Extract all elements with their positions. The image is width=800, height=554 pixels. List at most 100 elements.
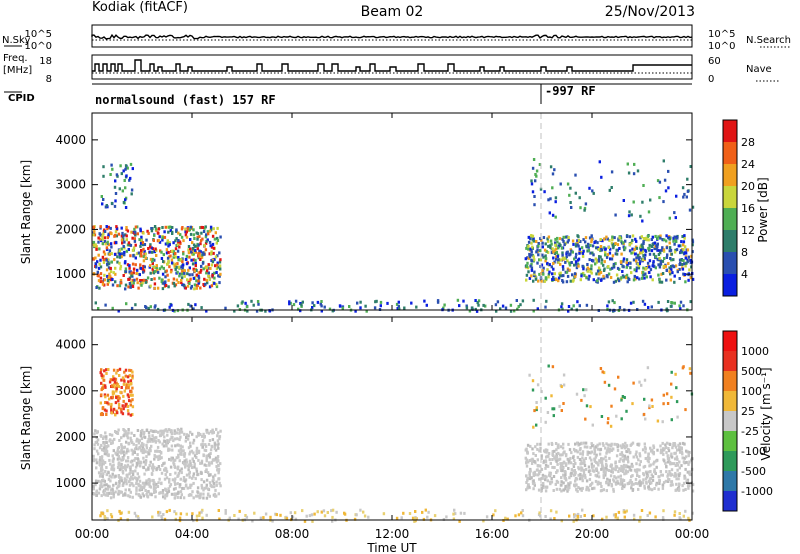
- scatter-cell: [561, 253, 564, 257]
- scatter-cell: [599, 367, 603, 370]
- scatter-cell: [647, 455, 650, 459]
- scatter-cell: [183, 284, 186, 288]
- scatter-cell: [539, 514, 542, 518]
- scatter-cell: [550, 480, 554, 484]
- scatter-cell: [331, 309, 334, 313]
- scatter-cell: [636, 474, 639, 477]
- scatter-cell: [205, 464, 208, 468]
- scatter-cell: [110, 402, 113, 406]
- scatter-cell: [562, 239, 565, 243]
- scatter-cell: [159, 433, 162, 437]
- scatter-cell: [217, 467, 221, 471]
- scatter-cell: [602, 488, 605, 492]
- scatter-cell: [630, 475, 633, 479]
- scatter-cell: [471, 306, 474, 310]
- scatter-cell: [192, 496, 195, 500]
- scatter-cell: [99, 280, 102, 284]
- scatter-cell: [669, 454, 672, 458]
- scatter-cell: [173, 463, 176, 466]
- scatter-cell: [182, 478, 185, 482]
- scatter-cell: [659, 234, 662, 238]
- scatter-cell: [607, 300, 611, 304]
- scatter-cell: [174, 267, 177, 271]
- scatter-cell: [143, 472, 146, 476]
- scatter-cell: [106, 509, 109, 513]
- scatter-cell: [103, 273, 106, 277]
- scatter-cell: [644, 470, 648, 474]
- scatter-cell: [663, 178, 667, 182]
- scatter-cell: [147, 247, 150, 250]
- scatter-cell: [160, 265, 163, 269]
- scatter-cell: [560, 385, 563, 389]
- scatter-cell: [172, 277, 176, 281]
- scatter-cell: [138, 273, 141, 277]
- scatter-cell: [618, 247, 621, 250]
- scatter-cell: [576, 515, 579, 518]
- scatter-cell: [643, 397, 646, 401]
- scatter-cell: [639, 236, 642, 240]
- scatter-cell: [611, 238, 614, 241]
- scatter-cell: [158, 477, 161, 481]
- scatter-cell: [143, 481, 147, 485]
- scatter-cell: [189, 277, 192, 281]
- scatter-cell: [677, 473, 680, 477]
- scatter-cell: [532, 239, 536, 243]
- scatter-cell: [605, 255, 609, 259]
- scatter-cell: [169, 270, 173, 274]
- scatter-cell: [103, 435, 106, 439]
- scatter-cell: [128, 243, 131, 246]
- scatter-cell: [482, 303, 485, 307]
- scatter-cell: [564, 260, 567, 264]
- scatter-cell: [98, 446, 102, 450]
- scatter-cell: [632, 455, 635, 459]
- scatter-cell: [545, 455, 548, 459]
- scatter-cell: [162, 462, 165, 466]
- scatter-cell: [688, 450, 691, 454]
- scatter-cell: [578, 458, 582, 461]
- scatter-cell: [652, 462, 655, 466]
- scatter-cell: [601, 517, 604, 521]
- scatter-cell: [660, 248, 664, 252]
- scatter-cell: [379, 300, 383, 304]
- scatter-cell: [213, 473, 217, 477]
- scatter-cell: [122, 169, 125, 173]
- scatter-cell: [216, 457, 219, 461]
- scatter-cell: [123, 477, 127, 481]
- scatter-cell: [648, 252, 652, 256]
- scatter-cell: [474, 307, 477, 311]
- scatter-cell: [559, 258, 563, 262]
- scatter-cell: [557, 458, 560, 462]
- scatter-cell: [670, 268, 673, 272]
- scatter-cell: [112, 483, 115, 487]
- scatter-cell: [591, 469, 594, 473]
- nave-tick-low: 0: [708, 74, 714, 85]
- scatter-cell: [639, 515, 642, 519]
- scatter-cell: [199, 461, 202, 465]
- time-axis: 00:00 04:00 08:00 12:00 16:00 20:00 00:00: [75, 113, 709, 541]
- scatter-cell: [228, 516, 231, 520]
- scatter-cell: [555, 452, 558, 456]
- scatter-cell: [133, 458, 136, 462]
- scatter-cell: [200, 472, 203, 475]
- scatter-cell: [691, 277, 695, 281]
- scatter-cell: [610, 404, 613, 408]
- scatter-cell: [114, 192, 118, 195]
- scatter-cell: [617, 279, 621, 283]
- scatter-cell: [534, 473, 537, 477]
- scatter-cell: [597, 277, 600, 281]
- scatter-cell: [141, 485, 144, 489]
- scatter-cell: [197, 281, 200, 285]
- scatter-cell: [359, 508, 362, 512]
- scatter-cell: [681, 186, 685, 190]
- scatter-cell: [203, 463, 206, 467]
- scatter-cell: [130, 482, 133, 485]
- scatter-cell: [186, 272, 189, 276]
- scatter-cell: [611, 235, 614, 239]
- scatter-cell: [117, 454, 120, 458]
- scatter-cell: [210, 252, 213, 256]
- scatter-cell: [154, 227, 158, 231]
- scatter-cell: [158, 240, 162, 244]
- scatter-cell: [474, 299, 477, 302]
- scatter-cell: [212, 485, 216, 489]
- scatter-cell: [182, 487, 186, 490]
